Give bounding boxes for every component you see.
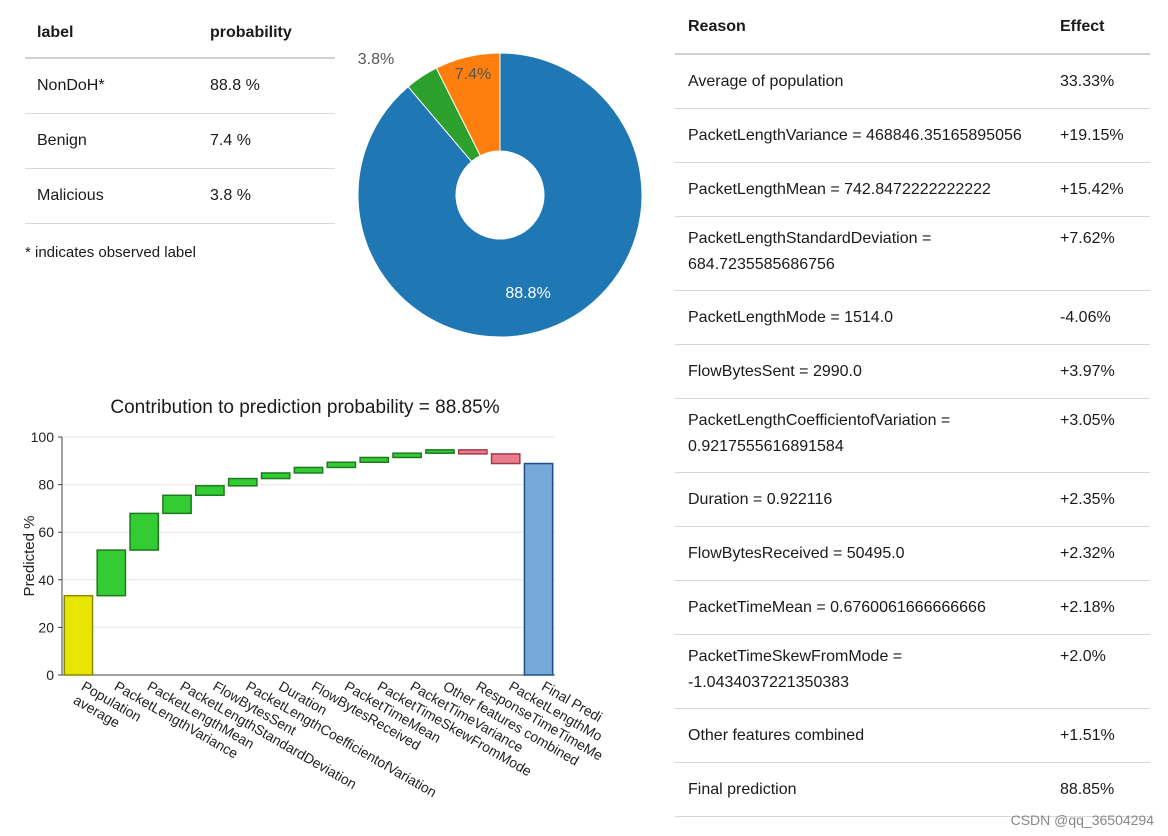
table-row: FlowBytesReceived = 50495.0 +2.32% — [675, 527, 1150, 581]
probability-table-header: label probability — [25, 8, 335, 59]
reason-cell: PacketTimeMean = 0.6760061666666666 — [688, 598, 986, 616]
table-row: PacketLengthStandardDeviation = 684.7235… — [675, 217, 1150, 291]
waterfall-title: Contribution to prediction probability =… — [110, 397, 500, 418]
waterfall-bar — [195, 485, 225, 497]
effect-cell: +3.97% — [1060, 362, 1115, 380]
waterfall-bar — [326, 461, 357, 469]
effect-cell: 33.33% — [1060, 72, 1115, 90]
pie-slice-nondoh — [357, 52, 643, 338]
table-row: NonDoH* 88.8 % — [25, 59, 335, 114]
effect-cell: +1.51% — [1060, 726, 1115, 744]
table-row: PacketLengthMean = 742.8472222222222 +15.… — [675, 163, 1150, 217]
waterfall-bar — [129, 512, 160, 551]
reasons-table-body: Average of population 33.33% PacketLengthV… — [675, 55, 1150, 817]
observed-label-note: * indicates observed label — [25, 244, 196, 261]
probability-table: label probability NonDoH* 88.8 % Benign … — [25, 8, 335, 224]
reasons-table-header: Reason Effect — [675, 0, 1150, 55]
y-tick-label: 40 — [38, 572, 54, 588]
reason-cell: Other features combined — [688, 726, 865, 744]
y-tick-label: 100 — [31, 429, 55, 445]
table-row: PacketTimeMean = 0.6760061666666666 +2.18… — [675, 581, 1150, 635]
effect-cell: -4.06% — [1060, 308, 1111, 326]
table-row: PacketTimeSkewFromMode = -1.043403722135… — [675, 635, 1150, 709]
waterfall-bar — [359, 456, 390, 464]
pie-slice-benign — [435, 52, 501, 157]
waterfall-bar — [63, 594, 94, 676]
reason-cell: Final prediction — [688, 780, 797, 798]
donut-chart: 88.8% 7.4% 3.8% — [357, 51, 643, 338]
row-probability: 88.8 % — [210, 77, 260, 94]
waterfall-bar — [96, 549, 127, 597]
y-tick-label: 60 — [38, 524, 54, 540]
table-row: PacketLengthVariance = 468846.3516589505… — [675, 109, 1150, 163]
table-row: Other features combined +1.51% — [675, 709, 1150, 763]
y-tick-label: 20 — [38, 619, 54, 635]
table-row: PacketLengthCoefficientofVariation = 0.9… — [675, 399, 1150, 473]
pie-label-nondoh: 88.8% — [505, 285, 550, 302]
row-probability: 3.8 % — [210, 187, 251, 204]
reason-cell: PacketTimeSkewFromMode = -1.043403722135… — [688, 648, 903, 691]
effect-cell: +7.62% — [1060, 230, 1115, 247]
row-label: Malicious — [37, 187, 104, 204]
row-label: NonDoH* — [37, 77, 105, 94]
table-row: Duration = 0.922116 +2.35% — [675, 473, 1150, 527]
table-row: Malicious 3.8 % — [25, 169, 335, 224]
waterfall-bar — [293, 466, 324, 474]
table-row: FlowBytesSent = 2990.0 +3.97% — [675, 345, 1150, 399]
reason-cell: PacketLengthMean = 742.8472222222222 — [688, 180, 991, 198]
table-row: Average of population 33.33% — [675, 55, 1150, 109]
effect-cell: 88.85% — [1060, 780, 1115, 798]
watermark: CSDN @qq_36504294 — [1010, 812, 1154, 828]
waterfall-bar — [425, 449, 455, 454]
pie-label-benign: 7.4% — [455, 66, 491, 83]
reason-cell: PacketLengthStandardDeviation = 684.7235… — [688, 230, 932, 273]
reason-cell: Average of population — [688, 72, 844, 90]
table-row: PacketLengthMode = 1514.0 -4.06% — [675, 291, 1150, 345]
waterfall-bar — [457, 449, 488, 455]
reason-cell: PacketLengthMode = 1514.0 — [688, 308, 894, 326]
y-axis-label: Predicted % — [21, 516, 38, 597]
waterfall-bar — [162, 494, 192, 515]
effect-cell: +3.05% — [1060, 412, 1115, 429]
waterfall-bar — [392, 452, 422, 459]
waterfall-bar — [490, 453, 521, 465]
effect-cell: +2.18% — [1060, 598, 1115, 616]
effect-cell: +2.0% — [1060, 648, 1106, 665]
reason-cell: FlowBytesSent = 2990.0 — [688, 362, 862, 380]
y-tick-label: 80 — [38, 477, 54, 493]
reasons-table: Reason Effect Average of population 33.33… — [675, 0, 1150, 817]
effect-cell: +15.42% — [1060, 180, 1124, 198]
label-column-header: label — [37, 23, 74, 41]
waterfall-bar — [227, 477, 258, 487]
table-row: Benign 7.4 % — [25, 114, 335, 169]
effect-cell: +2.35% — [1060, 490, 1115, 508]
reason-cell: FlowBytesReceived = 50495.0 — [688, 544, 905, 562]
reason-cell: PacketLengthVariance = 468846.3516589505… — [688, 126, 1022, 144]
reason-cell: PacketLengthCoefficientofVariation = 0.9… — [688, 412, 951, 455]
reason-column-header: Reason — [688, 17, 746, 35]
row-label: Benign — [37, 132, 87, 149]
probability-column-header: probability — [210, 23, 292, 41]
pie-label-malicious: 3.8% — [358, 51, 394, 68]
waterfall-bar — [260, 472, 291, 480]
effect-cell: +2.32% — [1060, 544, 1115, 562]
effect-cell: +19.15% — [1060, 126, 1124, 144]
reason-cell: Duration = 0.922116 — [688, 490, 833, 508]
effect-column-header: Effect — [1060, 17, 1105, 35]
y-tick-label: 0 — [46, 667, 54, 683]
row-probability: 7.4 % — [210, 132, 251, 149]
waterfall-bar — [523, 462, 554, 676]
table-row: Final prediction 88.85% — [675, 763, 1150, 817]
